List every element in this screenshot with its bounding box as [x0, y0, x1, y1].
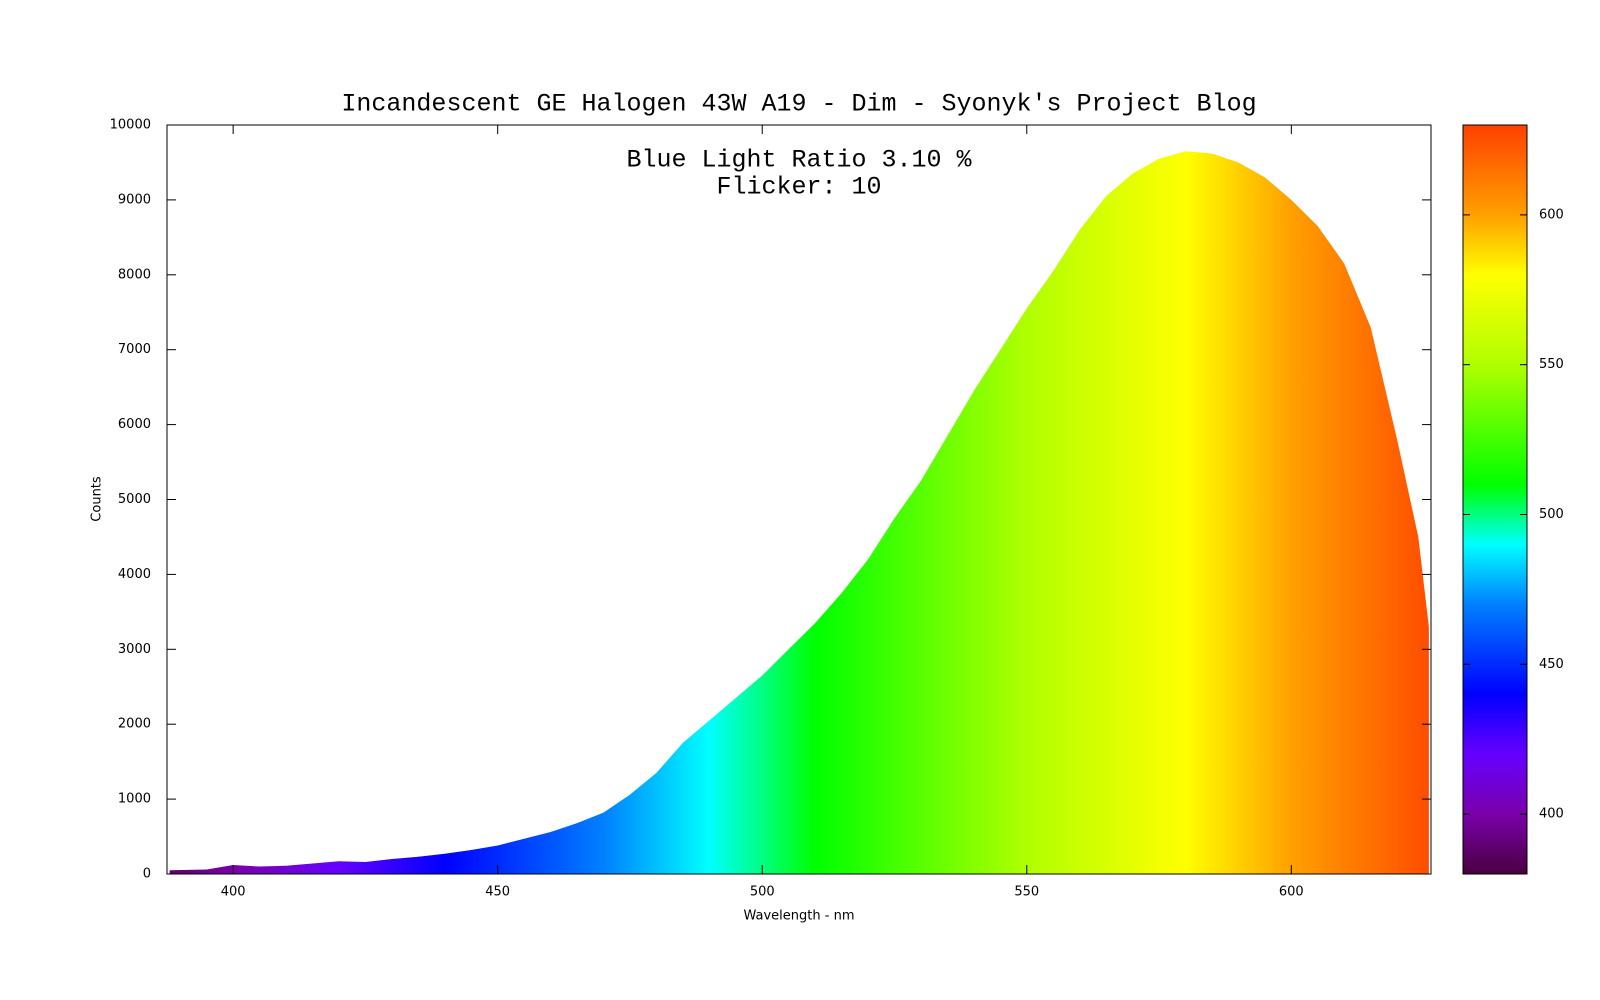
y-tick-label: 7000 [118, 342, 151, 357]
y-axis-label: Counts [90, 476, 105, 522]
y-tick-label: 1000 [118, 792, 151, 807]
x-tick-label: 550 [1014, 885, 1039, 900]
x-tick-label: 450 [485, 885, 510, 900]
y-tick-label: 0 [143, 867, 151, 882]
x-tick-label: 500 [750, 885, 775, 900]
y-tick-label: 6000 [118, 417, 151, 432]
colorbar-tick-label: 550 [1539, 357, 1564, 372]
colorbar-tick-label: 400 [1539, 807, 1564, 822]
annotation: Flicker: 10 [716, 173, 881, 202]
y-tick-label: 4000 [118, 567, 151, 582]
annotation: Blue Light Ratio 3.10 % [626, 146, 972, 175]
x-tick-label: 600 [1279, 885, 1304, 900]
y-tick-label: 3000 [118, 642, 151, 657]
colorbar [1462, 124, 1528, 875]
x-tick-label: 400 [221, 885, 246, 900]
y-tick-label: 9000 [118, 192, 151, 207]
colorbar-tick-label: 600 [1539, 207, 1564, 222]
chart-title: Incandescent GE Halogen 43W A19 - Dim - … [341, 90, 1256, 119]
spectrum-area [169, 151, 1429, 875]
y-tick-label: 8000 [118, 267, 151, 282]
colorbar-tick-label: 450 [1539, 657, 1564, 672]
y-tick-label: 2000 [118, 717, 151, 732]
x-axis-label: Wavelength - nm [744, 909, 855, 924]
y-tick-label: 5000 [118, 492, 151, 507]
colorbar-tick-label: 500 [1539, 507, 1564, 522]
y-tick-label: 10000 [110, 118, 151, 133]
